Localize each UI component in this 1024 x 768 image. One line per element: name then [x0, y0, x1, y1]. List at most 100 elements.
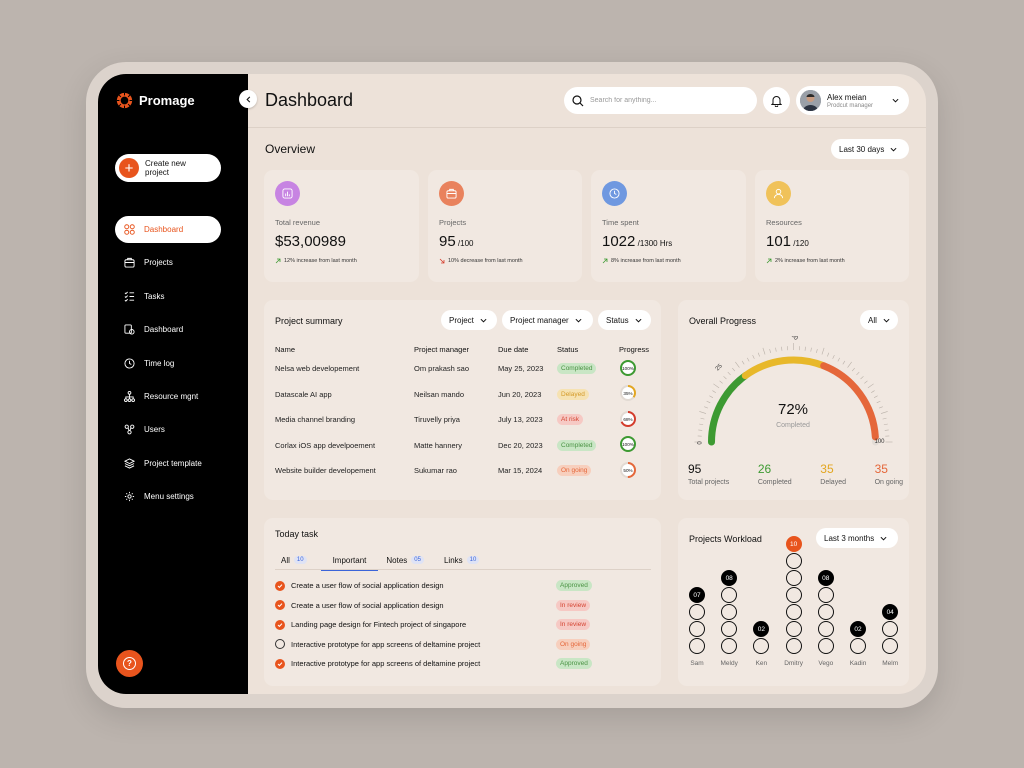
task-text: Create a user flow of social application…	[291, 600, 444, 610]
sidebar-item-users[interactable]: Users	[115, 416, 221, 443]
gauge-tick	[816, 348, 818, 353]
checked-icon[interactable]	[275, 580, 285, 591]
workload-circle	[689, 604, 705, 620]
search-input[interactable]	[590, 97, 740, 104]
sidebar-item-dashboard[interactable]: Dashboard	[115, 216, 221, 243]
logo[interactable]: Promage	[116, 92, 195, 109]
svg-text:68%: 68%	[623, 417, 632, 422]
workload-value[interactable]: 02	[850, 621, 866, 637]
user-menu[interactable]: Alex meian Prodcut manager	[796, 86, 909, 115]
gauge-tick	[821, 347, 825, 355]
table-row[interactable]: Nelsa web developement Om prakash sao May …	[275, 356, 653, 382]
workload-value[interactable]: 04	[882, 604, 899, 620]
gauge-tick-label: 25	[715, 363, 724, 372]
page-title: Dashboard	[265, 90, 354, 110]
list-item[interactable]: Landing page design for Fintech project …	[275, 615, 595, 635]
gauge-tick	[832, 355, 835, 359]
sidebar-item-menu-settings[interactable]: Menu settings	[115, 483, 221, 510]
tab-all[interactable]: All 10	[275, 550, 317, 570]
sidebar-item-project-template[interactable]: Project template	[115, 450, 221, 477]
chevron-down-icon	[635, 318, 642, 323]
gauge-sub-label: Completed	[776, 422, 810, 429]
filter-manager-dropdown[interactable]: Project manager	[502, 310, 593, 330]
stat-label: Projects	[439, 218, 467, 227]
list-item[interactable]: Interactive prototype for app screens of…	[275, 635, 595, 655]
unchecked-icon[interactable]	[275, 639, 285, 650]
status-badge: At risk	[557, 414, 584, 426]
notifications-button[interactable]	[763, 87, 790, 114]
checked-icon[interactable]	[275, 600, 285, 611]
chevron-down-icon	[890, 147, 897, 152]
overview-range-dropdown[interactable]: Last 30 days	[831, 139, 909, 159]
gauge-tick	[867, 383, 874, 389]
help-button[interactable]: ?	[116, 650, 143, 677]
task-list: Create a user flow of social application…	[275, 576, 595, 674]
table-row[interactable]: Website builder developement Sukumar rao M…	[275, 458, 653, 484]
progress-filter-dropdown[interactable]: All	[860, 310, 898, 330]
sidebar-item-dashboard-2[interactable]: Dashboard	[115, 316, 221, 343]
sidebar-item-label: Users	[144, 425, 165, 435]
sidebar-item-label: Tasks	[144, 291, 165, 301]
workload-value[interactable]: 08	[721, 570, 738, 586]
workload-circle	[721, 621, 738, 637]
workload-value[interactable]: 08	[817, 570, 834, 586]
filter-project-dropdown[interactable]: Project	[441, 310, 497, 330]
table-row[interactable]: Datascale AI app Neilsan mando Jun 20, 202…	[275, 382, 653, 408]
table-row[interactable]: Corlax iOS app develpoement Matte hannery…	[275, 433, 653, 459]
create-project-button[interactable]: + Create new project	[115, 154, 221, 182]
sidebar-item-resource-mgnt[interactable]: Resource mgnt	[115, 383, 221, 410]
checked-icon[interactable]	[275, 658, 285, 669]
trend-up-icon	[766, 258, 772, 264]
sidebar-item-time-log[interactable]: Time log	[115, 350, 221, 377]
checked-icon[interactable]	[275, 619, 285, 630]
collapse-sidebar-button[interactable]	[239, 90, 257, 108]
avatar	[800, 90, 821, 111]
stat-card-resources: Resources 101 /120 2% increase from last…	[755, 170, 909, 282]
gauge-segment-delayed	[741, 356, 828, 380]
tab-links[interactable]: Links 10	[444, 550, 489, 570]
list-item[interactable]: Create a user flow of social application…	[275, 596, 595, 616]
gauge-tick	[884, 429, 889, 431]
grid-icon	[124, 224, 135, 235]
gauge-tick	[883, 423, 888, 426]
workload-range-dropdown[interactable]: Last 3 months	[816, 528, 898, 548]
gauge-tick	[876, 400, 881, 404]
sidebar-item-tasks[interactable]: Tasks	[115, 283, 221, 310]
task-tabs: All 10 Important Notes 05 Links 10	[275, 550, 651, 571]
project-manager: Neilsan mando	[414, 389, 465, 399]
search-bar[interactable]	[564, 87, 757, 114]
workload-circle	[850, 638, 866, 654]
workload-value[interactable]: 07	[689, 587, 705, 603]
chevron-down-icon	[575, 318, 582, 323]
users-icon	[124, 424, 135, 435]
gauge-tick	[723, 376, 727, 380]
table-row[interactable]: Media channel branding Tiruvelly priya Jul…	[275, 407, 653, 433]
workload-circle	[721, 604, 738, 620]
stat-card-time-spent: Time spent 1022 /1300 Hrs 8% increase fr…	[591, 170, 746, 282]
gauge-segment-completed	[708, 372, 749, 446]
filter-status-dropdown[interactable]: Status	[598, 310, 651, 330]
sidebar-item-projects[interactable]: Projects	[115, 249, 221, 276]
chevron-down-icon	[892, 98, 899, 103]
list-item[interactable]: Interactive prototype for app screens of…	[275, 654, 595, 674]
svg-text:35%: 35%	[623, 391, 632, 396]
workload-circle	[785, 621, 802, 637]
user-role: Prodcut manager	[827, 102, 874, 109]
clock-icon	[124, 358, 135, 369]
gauge-tick	[741, 360, 745, 365]
progress-gauge: 0 25 50 100	[694, 336, 893, 446]
workload-value[interactable]: 10	[785, 536, 802, 552]
gauge-tick-label: 50	[790, 336, 799, 342]
progress-ring: 68%	[620, 410, 636, 427]
today-task-card: Today task All 10 Important Notes 05 Links…	[264, 518, 661, 686]
workload-circle	[785, 553, 802, 569]
workload-value[interactable]: 02	[753, 621, 770, 637]
project-name: Nelsa web developement	[275, 364, 360, 374]
project-name: Website builder developement	[275, 466, 376, 476]
tab-important[interactable]: Important	[320, 550, 379, 571]
project-manager: Sukumar rao	[414, 466, 457, 476]
gauge-tick	[810, 347, 812, 352]
tab-notes[interactable]: Notes 05	[386, 550, 434, 570]
list-item[interactable]: Create a user flow of social application…	[275, 576, 595, 596]
project-manager: Om prakash sao	[414, 364, 470, 374]
